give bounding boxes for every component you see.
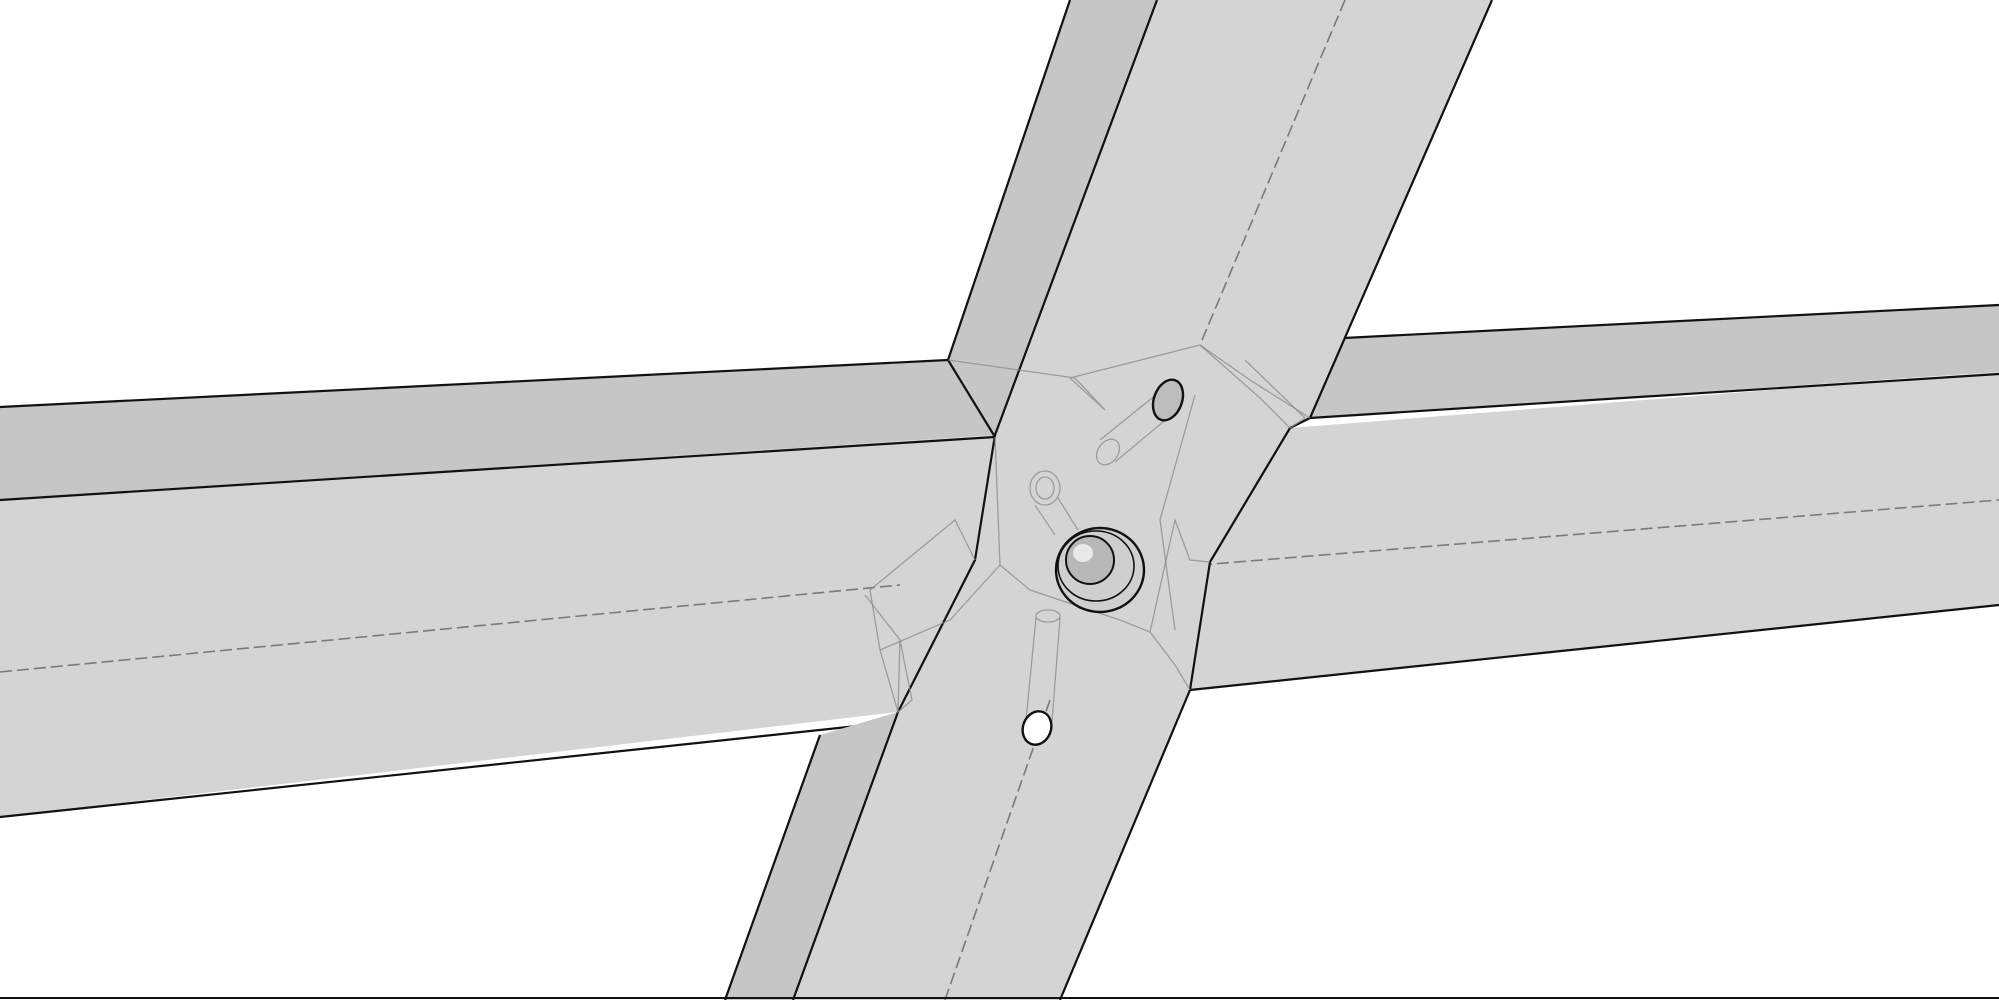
small-bolt-washer — [1029, 470, 1061, 506]
horizontal-beam-top-edge-left — [0, 358, 949, 409]
pin-lower-top — [1035, 609, 1061, 623]
diagonal-beam-front-face — [793, 0, 1492, 1000]
diagonal-beam-side-face-upper — [948, 0, 1157, 435]
hole-lower-opening — [1021, 710, 1053, 746]
small-bolt-hidden[interactable] — [1029, 470, 1079, 536]
lap-joint-hidden-geometry — [864, 344, 1311, 714]
horizontal-beam-front-face-left — [0, 435, 995, 817]
hole-upper-right[interactable] — [1092, 375, 1189, 469]
horizontal-beam-chamfer-edge — [947, 359, 996, 438]
diagonal-beam-inner-edge-lower — [791, 711, 900, 1000]
joint-hidden-outline-right-chamfer — [1199, 344, 1307, 429]
joint-hidden-outline-right — [1149, 517, 1211, 691]
horizontal-beam-hidden-line-right — [1199, 499, 1999, 566]
small-bolt-shaft-b — [1057, 497, 1079, 531]
diagonal-beam-inner-edge-upper — [993, 0, 1159, 436]
pin-lower-shaft-b — [1051, 617, 1061, 723]
joint-hidden-outline-top — [947, 344, 1311, 419]
diagonal-beam-hidden-line-lower — [944, 699, 1051, 1000]
diagonal-beam-hidden-line-upper — [1199, 0, 1346, 346]
joint-hidden-diagonal-2 — [879, 564, 1001, 651]
horizontal-beam-mid-edge-left — [0, 435, 996, 502]
hole-lower[interactable] — [1018, 609, 1061, 749]
horizontal-beam-bottom-edge-right — [1189, 603, 1999, 692]
main-bolt-highlight — [1073, 544, 1093, 562]
hole-upper-right-opening — [1151, 378, 1185, 422]
horizontal-beam[interactable] — [0, 303, 1999, 819]
main-bolt-washer — [1057, 530, 1135, 602]
main-bolt-hole[interactable] — [1054, 526, 1146, 614]
horizontal-beam-hidden-line — [0, 584, 901, 673]
pin-lower-shaft-a — [1025, 617, 1037, 721]
diagonal-beam-right-edge-lower — [1058, 689, 1192, 1000]
pin-upper-shaft-top — [1099, 389, 1163, 441]
diagonal-beam[interactable] — [723, 0, 1494, 1000]
small-bolt-head — [1035, 476, 1055, 500]
pin-upper-end — [1095, 438, 1121, 466]
diagonal-beam-left-edge-upper — [946, 0, 1072, 361]
main-bolt-head — [1065, 535, 1115, 585]
joint-hidden-outline-center — [994, 436, 1151, 633]
diagonal-beam-left-edge-lower — [723, 734, 822, 1000]
horizontal-beam-top-face-right — [1205, 305, 1999, 418]
joint-hidden-outline-left-inner — [864, 594, 913, 714]
horizontal-beam-mid-edge-right — [1309, 372, 1999, 420]
diagonal-beam-side-face-lower — [725, 712, 898, 1000]
horizontal-beam-bottom-edge-left — [0, 720, 896, 819]
joint-hidden-diagonal-1 — [1159, 394, 1196, 631]
joint-hidden-outline-left — [869, 518, 976, 713]
small-bolt-shaft-a — [1034, 504, 1056, 536]
horizontal-beam-front-face-right — [1190, 372, 1999, 690]
